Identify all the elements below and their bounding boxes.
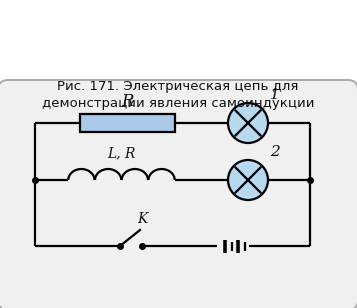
FancyBboxPatch shape	[0, 80, 357, 308]
Text: 2: 2	[270, 145, 280, 159]
Text: Рис. 171. Электрическая цепь для
демонстрации явления самоиндукции: Рис. 171. Электрическая цепь для демонст…	[42, 80, 314, 110]
Circle shape	[228, 103, 268, 143]
Text: 1: 1	[270, 88, 280, 102]
Text: K: K	[137, 212, 147, 226]
Bar	[80, 114, 175, 132]
Circle shape	[228, 160, 268, 200]
Text: R: R	[121, 93, 134, 110]
Text: L, R: L, R	[107, 146, 136, 160]
